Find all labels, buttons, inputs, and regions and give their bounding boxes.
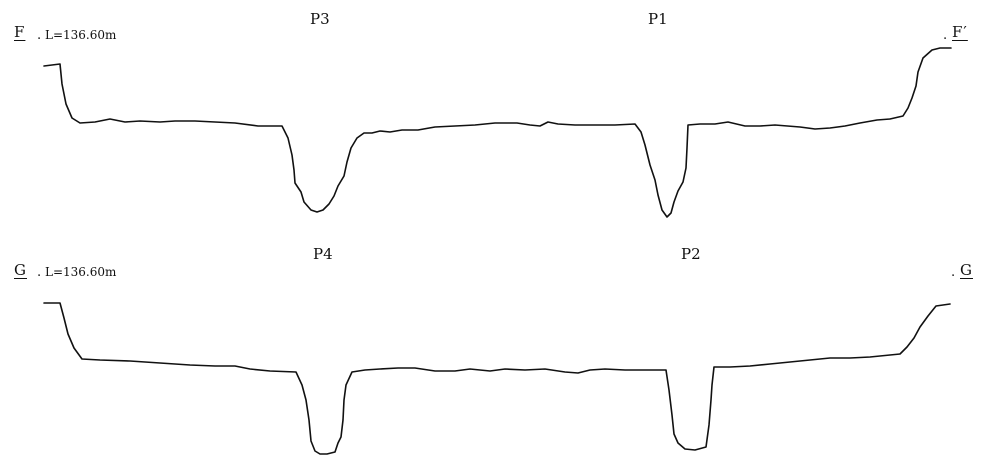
pit-label-p2: P2 bbox=[681, 245, 701, 263]
section-left-label-f: F bbox=[14, 23, 26, 41]
dot-separator: . bbox=[951, 265, 956, 280]
profile-line-g bbox=[43, 302, 951, 455]
section-right-label-g: G bbox=[960, 261, 973, 279]
profile-line-f bbox=[43, 47, 952, 218]
section-length-g: L=136.60m bbox=[45, 265, 117, 279]
section-right-label-f: F′ bbox=[952, 23, 968, 41]
dot-separator: . bbox=[943, 28, 948, 43]
pit-label-p4: P4 bbox=[313, 245, 333, 263]
dot-separator: . bbox=[37, 28, 42, 43]
section-length-f: L=136.60m bbox=[45, 28, 117, 42]
pit-label-p1: P1 bbox=[648, 10, 668, 28]
dot-separator: . bbox=[37, 265, 42, 280]
section-left-label-g: G bbox=[14, 261, 27, 279]
pit-label-p3: P3 bbox=[310, 10, 330, 28]
